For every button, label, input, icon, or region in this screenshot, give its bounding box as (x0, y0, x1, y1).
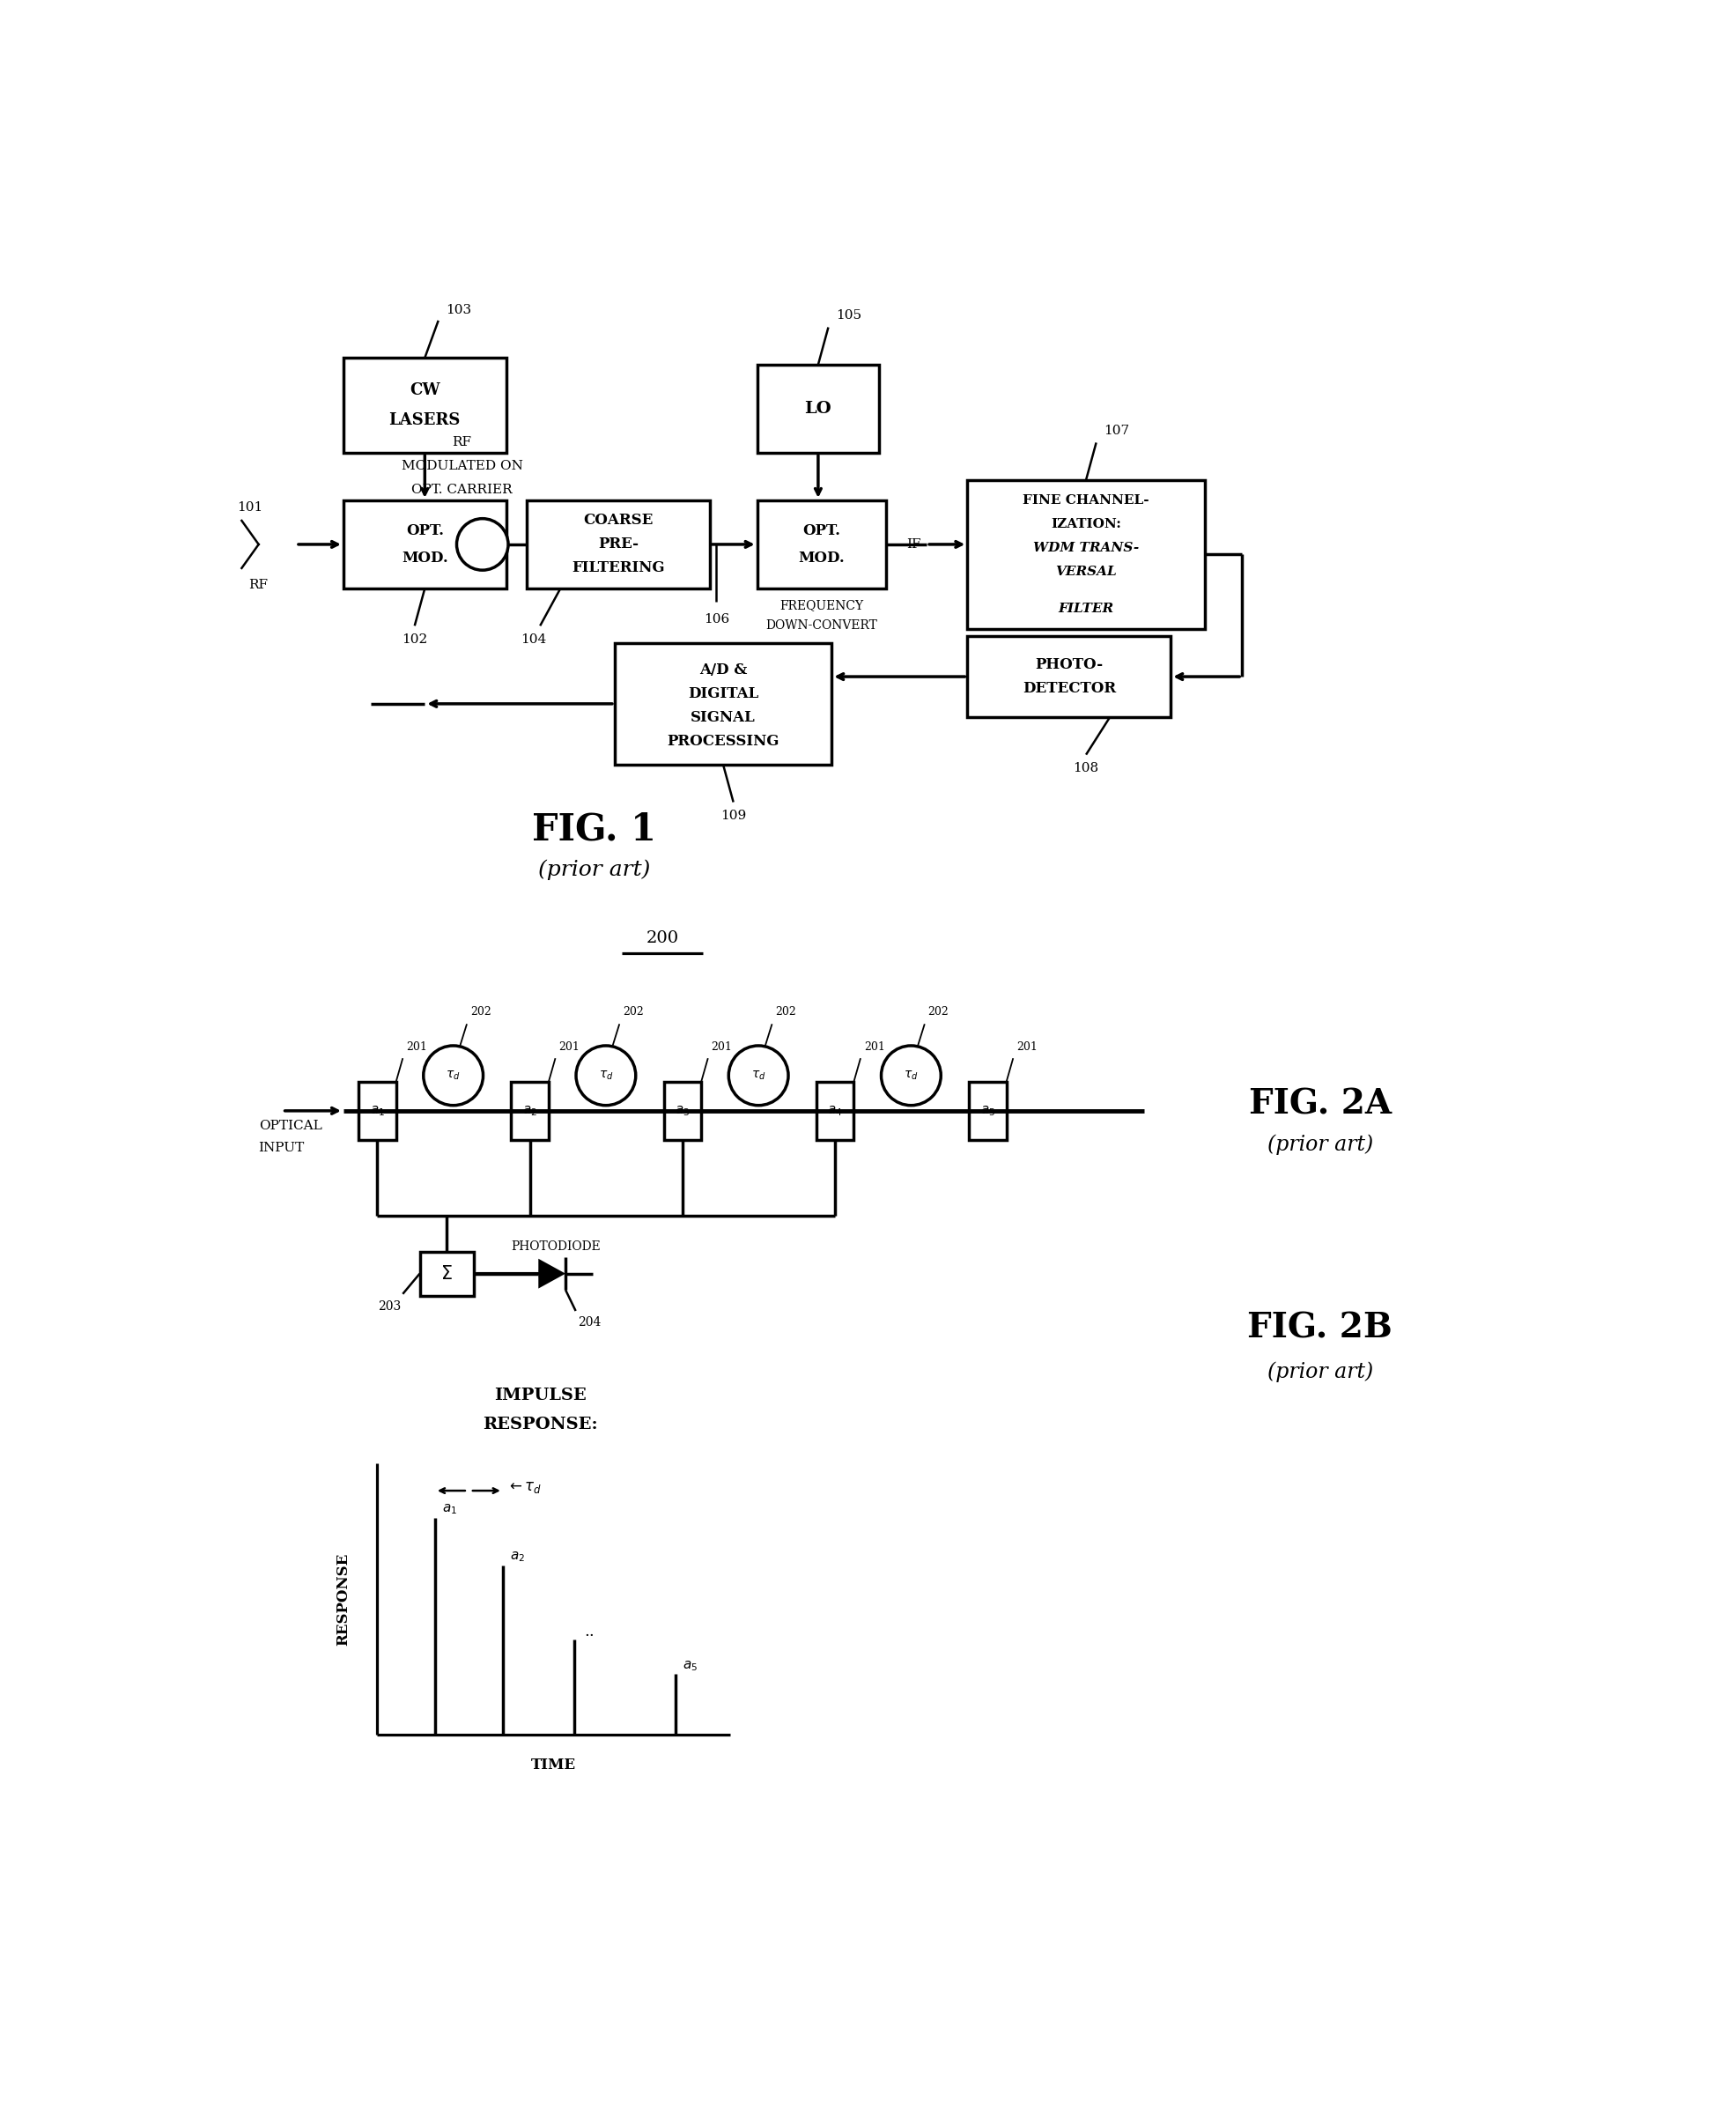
Text: FILTERING: FILTERING (571, 561, 665, 576)
Text: TIME: TIME (531, 1757, 576, 1772)
Text: COARSE: COARSE (583, 512, 653, 527)
Bar (512, 1082, 549, 1139)
Text: RESPONSE:: RESPONSE: (483, 1416, 597, 1431)
Text: 104: 104 (521, 633, 547, 646)
Text: $\leftarrow\tau_d$: $\leftarrow\tau_d$ (507, 1480, 542, 1495)
Text: 204: 204 (578, 1317, 601, 1329)
Bar (969, 1082, 1007, 1139)
Text: 109: 109 (720, 809, 746, 821)
Circle shape (457, 519, 509, 569)
Text: RF: RF (453, 436, 472, 449)
Text: $a_2$: $a_2$ (523, 1103, 538, 1118)
Text: SIGNAL: SIGNAL (691, 709, 755, 724)
Bar (359, 1082, 396, 1139)
Bar (344, 358, 507, 453)
Text: $a_5$: $a_5$ (981, 1103, 995, 1118)
Text: (prior art): (prior art) (1267, 1135, 1373, 1156)
Bar (816, 1082, 854, 1139)
Text: 202: 202 (470, 1006, 491, 1018)
Text: RESPONSE: RESPONSE (337, 1552, 351, 1645)
Text: $\tau_d$: $\tau_d$ (904, 1069, 918, 1082)
Text: 200: 200 (646, 929, 679, 946)
Text: IMPULSE: IMPULSE (495, 1389, 587, 1404)
Text: 103: 103 (446, 305, 472, 318)
Text: 106: 106 (703, 612, 729, 625)
Text: FIG. 2A: FIG. 2A (1248, 1088, 1392, 1120)
Text: 202: 202 (929, 1006, 950, 1018)
Text: MODULATED ON: MODULATED ON (401, 459, 523, 472)
Text: $a_5$: $a_5$ (682, 1660, 698, 1672)
Text: 202: 202 (623, 1006, 644, 1018)
Text: OPTICAL: OPTICAL (259, 1120, 321, 1133)
Text: FREQUENCY: FREQUENCY (779, 599, 863, 612)
Text: PHOTO-: PHOTO- (1035, 656, 1102, 671)
Text: $a_2$: $a_2$ (510, 1550, 524, 1564)
Text: 201: 201 (712, 1042, 733, 1052)
Text: VERSAL: VERSAL (1055, 565, 1116, 578)
Text: 201: 201 (406, 1042, 427, 1052)
Text: DIGITAL: DIGITAL (687, 686, 759, 701)
Bar (967, 635, 1170, 718)
Bar (967, 481, 1205, 629)
Text: $a_4$: $a_4$ (828, 1103, 842, 1118)
Bar (420, 1251, 474, 1296)
Text: OPT.: OPT. (406, 523, 444, 538)
Text: PRE-: PRE- (597, 538, 639, 553)
Text: FIG. 2B: FIG. 2B (1248, 1310, 1392, 1344)
Text: CW: CW (410, 383, 439, 398)
Text: LASERS: LASERS (389, 413, 460, 428)
Text: 108: 108 (1073, 762, 1099, 775)
Text: LO: LO (804, 400, 832, 417)
Text: INPUT: INPUT (259, 1141, 304, 1154)
Text: ..: .. (585, 1624, 594, 1641)
Text: $a_1$: $a_1$ (370, 1103, 385, 1118)
Text: FIG. 1: FIG. 1 (533, 811, 656, 847)
Text: OPT. CARRIER: OPT. CARRIER (411, 485, 512, 495)
Text: 201: 201 (1017, 1042, 1038, 1052)
Text: 202: 202 (776, 1006, 797, 1018)
Text: DETECTOR: DETECTOR (1023, 682, 1116, 696)
Circle shape (882, 1046, 941, 1105)
Text: $\tau_d$: $\tau_d$ (752, 1069, 766, 1082)
Text: PHOTODIODE: PHOTODIODE (512, 1241, 601, 1253)
Text: (prior art): (prior art) (1267, 1361, 1373, 1382)
Text: 102: 102 (401, 633, 427, 646)
Text: PROCESSING: PROCESSING (667, 735, 779, 749)
Text: IF: IF (906, 538, 920, 550)
Text: $\Sigma$: $\Sigma$ (441, 1264, 453, 1283)
Polygon shape (538, 1260, 566, 1289)
Text: A/D &: A/D & (700, 663, 746, 677)
Text: $\tau_d$: $\tau_d$ (446, 1069, 460, 1082)
Text: 201: 201 (559, 1042, 580, 1052)
Text: MOD.: MOD. (401, 550, 448, 565)
Text: MOD.: MOD. (799, 550, 845, 565)
Text: $a_3$: $a_3$ (675, 1103, 691, 1118)
Bar (526, 500, 710, 589)
Text: OPT.: OPT. (802, 523, 840, 538)
Text: $\tau_d$: $\tau_d$ (599, 1069, 613, 1082)
Bar (757, 500, 885, 589)
Bar (344, 500, 507, 589)
Text: (prior art): (prior art) (538, 860, 651, 881)
Text: 201: 201 (865, 1042, 885, 1052)
Text: RF: RF (248, 578, 269, 591)
Bar (757, 364, 878, 453)
Text: 105: 105 (835, 309, 861, 322)
Text: 203: 203 (378, 1300, 401, 1313)
Bar (663, 1082, 701, 1139)
Text: FILTER: FILTER (1059, 603, 1115, 614)
Circle shape (576, 1046, 635, 1105)
Circle shape (729, 1046, 788, 1105)
Circle shape (424, 1046, 483, 1105)
Text: 101: 101 (236, 502, 262, 512)
Text: 107: 107 (1104, 426, 1130, 438)
Text: FINE CHANNEL-: FINE CHANNEL- (1023, 493, 1149, 506)
Text: WDM TRANS-: WDM TRANS- (1033, 542, 1139, 555)
Bar (615, 644, 832, 764)
Text: $a_1$: $a_1$ (441, 1503, 457, 1516)
Text: DOWN-CONVERT: DOWN-CONVERT (766, 620, 877, 633)
Text: IZATION:: IZATION: (1050, 519, 1121, 529)
